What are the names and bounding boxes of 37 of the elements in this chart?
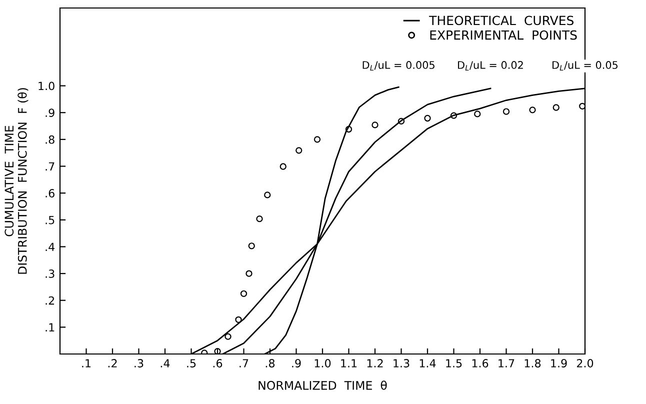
y-tick-label: .6: [46, 189, 54, 198]
x-tick-label: 1.0: [314, 359, 331, 368]
x-tick-label: .2: [108, 359, 117, 368]
x-tick-label: .6: [213, 359, 222, 368]
y-tick-label: .5: [46, 216, 54, 224]
x-tick-label: .3: [134, 359, 144, 368]
x-tick-label: 1.4: [420, 359, 436, 368]
x-tick-label: 1.5: [446, 359, 462, 368]
x-tick-label: .9: [292, 359, 301, 368]
x-tick-label: 1.8: [524, 359, 541, 368]
text: D$_{L}$/uL = 0.005: [362, 61, 434, 70]
x-tick-label: 1.9: [551, 359, 567, 368]
legend-label: EXPERIMENTAL POINTS: [430, 30, 577, 40]
x-tick-label: 1.6: [472, 359, 488, 368]
y-tick-label: .7: [46, 162, 54, 170]
x-tick-label: 1.2: [367, 359, 383, 368]
x-tick-label: .7: [240, 359, 248, 368]
x-axis-title: NORMALIZED TIME θ: [258, 380, 387, 390]
x-tick-label: .5: [187, 359, 196, 368]
annotation: THEORETICAL CURVES: [429, 16, 574, 26]
x-tick-label: 2.0: [576, 359, 594, 368]
x-tick-label: 1.1: [341, 359, 357, 368]
y-tick-label: .4: [46, 242, 55, 251]
y-tick-label: .1: [46, 323, 54, 332]
y-axis-title: CUMULATIVE TIME DISTRIBUTION FUNCTION F (θ): [4, 88, 28, 274]
y-tick-label: .9: [46, 108, 54, 117]
y-tick-label: .8: [46, 135, 54, 144]
x-tick-label: 1.3: [394, 359, 410, 368]
text: D$_{L}$/uL = 0.02: [458, 61, 523, 70]
text: D$_{L}$/uL = 0.05: [552, 61, 618, 70]
x-tick-label: 1.7: [498, 359, 514, 368]
x-tick-label: .8: [266, 359, 275, 368]
y-tick-label: .3: [46, 270, 54, 278]
y-tick-label: 1.0: [38, 82, 54, 90]
x-tick-label: .1: [82, 359, 91, 368]
x-tick-label: .4: [160, 359, 170, 368]
y-tick-label: .2: [46, 296, 54, 305]
